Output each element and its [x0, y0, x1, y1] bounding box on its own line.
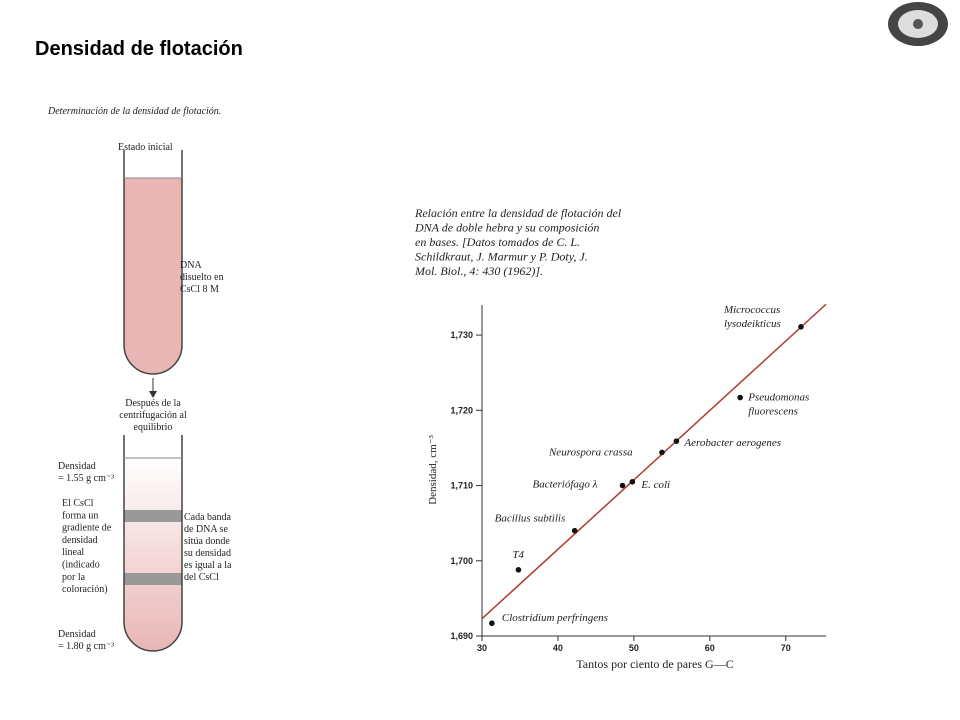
- arrow: [149, 378, 157, 398]
- diagram-label: Cada banda: [184, 512, 231, 523]
- x-tick-label: 60: [705, 643, 715, 653]
- tube-equilibrium: [123, 435, 183, 652]
- data-point: [798, 324, 804, 330]
- diagram-label: Después de la: [125, 398, 181, 409]
- x-tick-label: 30: [477, 643, 487, 653]
- point-label: E. coli: [640, 479, 670, 491]
- point-label: lysodeikticus: [724, 318, 781, 330]
- diagram-label: coloración): [62, 584, 108, 595]
- chart-caption: en bases. [Datos tomados de C. L.: [415, 235, 580, 249]
- y-tick-label: 1,690: [450, 631, 473, 641]
- diagram-label: Estado inicial: [118, 142, 173, 153]
- point-label: Bacillus subtilis: [495, 513, 566, 525]
- diagram-title: Determinación de la densidad de flotació…: [47, 106, 221, 117]
- x-tick-label: 50: [629, 643, 639, 653]
- logo: [888, 2, 948, 46]
- diagram-label: equilibrio: [134, 422, 173, 433]
- chart-caption: DNA de doble hebra y su composición: [414, 221, 599, 235]
- point-label: Neurospora crassa: [548, 446, 633, 458]
- data-point: [515, 567, 522, 573]
- point-label: Pseudomonas: [747, 392, 809, 404]
- data-point: [673, 438, 680, 444]
- diagram-label: El CsCl: [62, 498, 94, 509]
- chart-caption: Schildkraut, J. Marmur y P. Doty, J.: [415, 250, 588, 264]
- data-point: [629, 478, 636, 485]
- data-point: [659, 449, 665, 456]
- diagram-label: por la: [62, 572, 86, 583]
- fit-line: [481, 303, 827, 620]
- diagram-label: su densidad: [184, 548, 231, 559]
- data-point: [619, 482, 626, 489]
- tube-initial: [123, 150, 183, 375]
- point-label: Aerobacter aerogenes: [683, 437, 781, 449]
- point-label: fluorescens: [748, 406, 798, 418]
- chart-caption: Mol. Biol., 4: 430 (1962)].: [414, 264, 543, 278]
- diagram-label: sitúa donde: [184, 536, 230, 547]
- data-point: [571, 527, 578, 534]
- diagram-label: es igual a la: [184, 560, 232, 571]
- data-point: [737, 394, 743, 401]
- y-tick-label: 1,710: [450, 481, 473, 491]
- y-tick-label: 1,720: [450, 405, 473, 415]
- diagram-label: de DNA se: [184, 524, 228, 535]
- point-label: T4: [512, 549, 524, 561]
- diagram-label: lineal: [62, 547, 84, 558]
- slide-title: Densidad de flotación: [35, 38, 243, 60]
- diagram-label: gradiente de: [62, 523, 112, 534]
- x-axis-label: Tantos por ciento de pares G—C: [576, 657, 733, 671]
- diagram-label: Densidad: [58, 461, 96, 472]
- diagram-label: = 1.80 g cm⁻³: [58, 641, 114, 652]
- chart-caption: Relación entre la densidad de flotación …: [414, 206, 622, 220]
- x-tick-label: 40: [553, 643, 563, 653]
- point-label: Clostridium perfringens: [502, 612, 608, 624]
- point-label: Bacteriófago λ: [532, 479, 597, 491]
- diagram-label: forma un: [62, 510, 98, 521]
- diagram-label: DNA: [180, 260, 202, 271]
- point-label: Micrococcus: [723, 304, 780, 316]
- diagram-label: disuelto en: [180, 272, 224, 283]
- diagram-label: Densidad: [58, 629, 96, 640]
- diagram-label: = 1.55 g cm⁻³: [58, 473, 114, 484]
- diagram-label: (indicado: [62, 560, 100, 571]
- y-axis-label: Densidad, cm⁻³: [427, 435, 439, 505]
- y-tick-label: 1,730: [450, 330, 473, 340]
- x-tick-label: 70: [781, 643, 791, 653]
- diagram-label: CsCl 8 M: [180, 284, 219, 295]
- diagram-label: densidad: [62, 535, 98, 546]
- diagram-label: centrifugación al: [119, 410, 187, 421]
- data-point: [489, 620, 495, 627]
- diagram-label: del CsCl: [184, 572, 219, 583]
- y-tick-label: 1,700: [450, 556, 473, 566]
